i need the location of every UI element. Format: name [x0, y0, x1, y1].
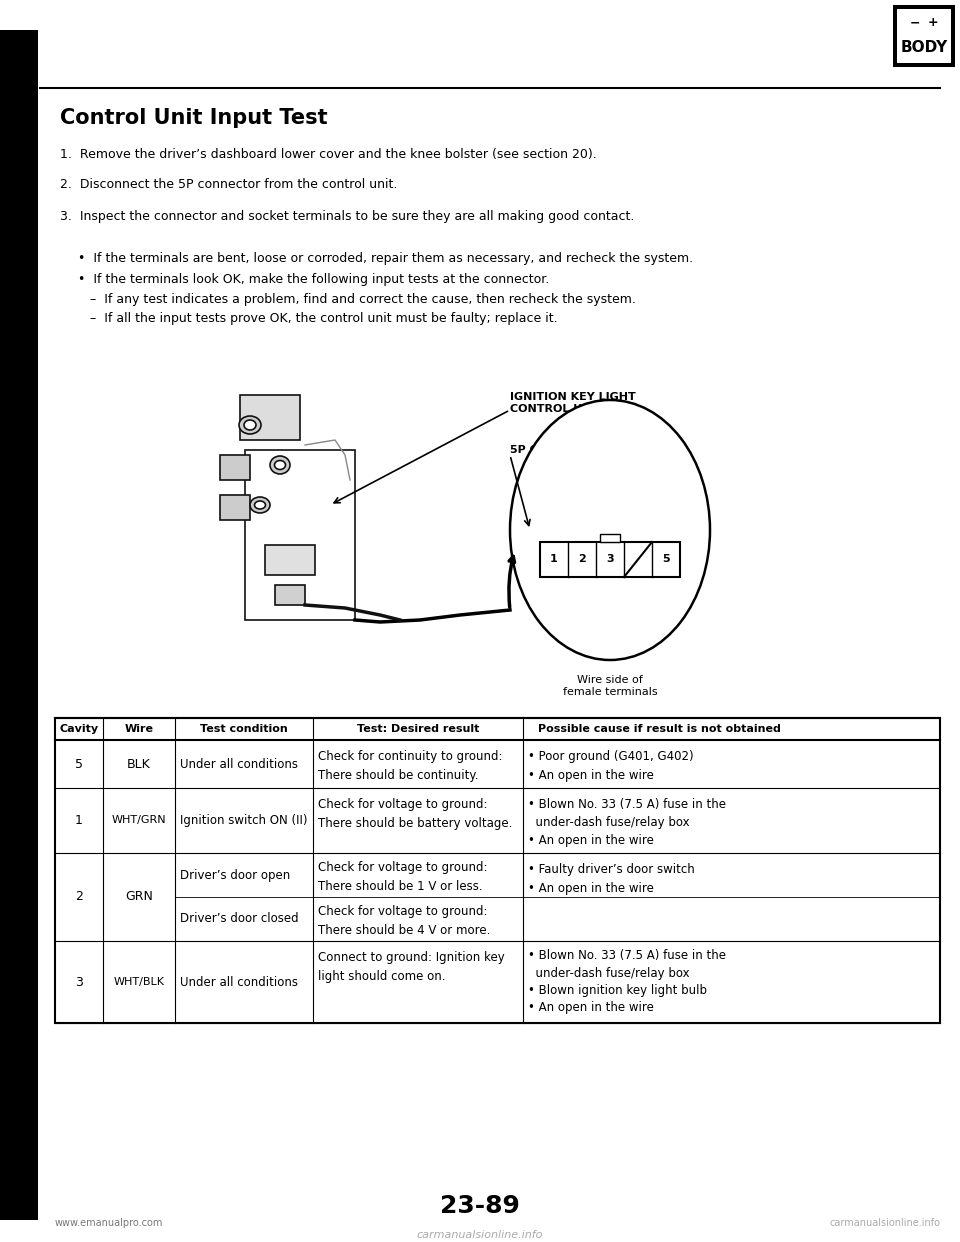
Text: Wire: Wire	[125, 724, 154, 734]
Text: 2.  Disconnect the 5P connector from the control unit.: 2. Disconnect the 5P connector from the …	[60, 178, 397, 191]
Ellipse shape	[275, 461, 285, 469]
Bar	[265, 545, 315, 575]
Ellipse shape	[250, 497, 270, 513]
Bar	[540, 542, 680, 578]
Text: carmanualsionline.info: carmanualsionline.info	[829, 1218, 940, 1228]
Text: −: −	[909, 16, 920, 30]
Text: WHT/GRN: WHT/GRN	[111, 816, 166, 826]
Bar	[55, 718, 940, 1023]
Bar	[245, 450, 355, 620]
Bar	[275, 585, 305, 605]
Text: –  If all the input tests prove OK, the control unit must be faulty; replace it.: – If all the input tests prove OK, the c…	[90, 312, 558, 325]
Text: Check for voltage to ground:
There should be 4 V or more.: Check for voltage to ground: There shoul…	[318, 905, 491, 936]
Text: Control Unit Input Test: Control Unit Input Test	[60, 108, 327, 128]
Text: 1: 1	[75, 814, 83, 827]
Text: 5: 5	[662, 554, 670, 565]
Text: Check for voltage to ground:
There should be battery voltage.: Check for voltage to ground: There shoul…	[318, 799, 513, 830]
Text: 3: 3	[75, 975, 83, 989]
Text: carmanualsionline.info: carmanualsionline.info	[417, 1230, 543, 1240]
Text: 1.  Remove the driver’s dashboard lower cover and the knee bolster (see section : 1. Remove the driver’s dashboard lower c…	[60, 148, 597, 161]
Text: Driver’s door open: Driver’s door open	[180, 868, 290, 882]
Text: 5P CONNECTOR: 5P CONNECTOR	[510, 445, 607, 455]
Text: •  If the terminals look OK, make the following input tests at the connector.: • If the terminals look OK, make the fol…	[78, 273, 549, 286]
Text: • Blown No. 33 (7.5 A) fuse in the
  under-dash fuse/relay box
• An open in the : • Blown No. 33 (7.5 A) fuse in the under…	[528, 799, 726, 847]
Text: • Poor ground (G401, G402)
• An open in the wire: • Poor ground (G401, G402) • An open in …	[528, 750, 694, 782]
Text: WHT/BLK: WHT/BLK	[113, 977, 164, 987]
Text: Cavity: Cavity	[60, 724, 99, 734]
Text: –  If any test indicates a problem, find and correct the cause, then recheck the: – If any test indicates a problem, find …	[90, 293, 636, 306]
Bar	[55, 740, 940, 787]
Bar	[240, 395, 300, 440]
Ellipse shape	[254, 501, 266, 509]
Text: GRN: GRN	[125, 891, 153, 903]
Ellipse shape	[244, 420, 256, 430]
Text: Wire side of
female terminals: Wire side of female terminals	[563, 674, 658, 697]
Text: 1: 1	[550, 554, 558, 565]
Text: Check for voltage to ground:
There should be 1 V or less.: Check for voltage to ground: There shoul…	[318, 861, 488, 893]
Bar	[220, 496, 250, 520]
Bar	[220, 455, 250, 479]
Text: BODY: BODY	[900, 40, 948, 55]
Bar	[893, 5, 955, 67]
Ellipse shape	[510, 400, 710, 660]
Text: 23-89: 23-89	[440, 1194, 520, 1218]
Text: Driver’s door closed: Driver’s door closed	[180, 913, 299, 925]
Text: 2: 2	[75, 891, 83, 903]
Text: 3: 3	[606, 554, 613, 565]
Ellipse shape	[239, 416, 261, 433]
Bar	[897, 9, 951, 63]
Text: • Blown No. 33 (7.5 A) fuse in the
  under-dash fuse/relay box
• Blown ignition : • Blown No. 33 (7.5 A) fuse in the under…	[528, 949, 726, 1015]
Text: Check for continuity to ground:
There should be continuity.: Check for continuity to ground: There sh…	[318, 750, 502, 782]
Text: BLK: BLK	[127, 758, 151, 770]
Text: Test condition: Test condition	[200, 724, 288, 734]
Bar	[600, 534, 620, 542]
Text: 2: 2	[578, 554, 586, 565]
Ellipse shape	[270, 456, 290, 474]
Text: 3.  Inspect the connector and socket terminals to be sure they are all making go: 3. Inspect the connector and socket term…	[60, 210, 635, 224]
Text: 5: 5	[75, 758, 83, 770]
Text: • Faulty driver’s door switch
• An open in the wire: • Faulty driver’s door switch • An open …	[528, 863, 695, 895]
Bar	[0, 30, 38, 1220]
Text: IGNITION KEY LIGHT
CONTROL UNIT: IGNITION KEY LIGHT CONTROL UNIT	[510, 392, 636, 414]
Text: +: +	[928, 16, 939, 30]
Text: Under all conditions: Under all conditions	[180, 758, 298, 770]
Text: Test: Desired result: Test: Desired result	[357, 724, 479, 734]
Text: Ignition switch ON (II): Ignition switch ON (II)	[180, 814, 307, 827]
Text: Connect to ground: Ignition key
light should come on.: Connect to ground: Ignition key light sh…	[318, 951, 505, 982]
Text: Under all conditions: Under all conditions	[180, 975, 298, 989]
Text: www.emanualpro.com: www.emanualpro.com	[55, 1218, 163, 1228]
Text: Possible cause if result is not obtained: Possible cause if result is not obtained	[538, 724, 780, 734]
Text: •  If the terminals are bent, loose or corroded, repair them as necessary, and r: • If the terminals are bent, loose or co…	[78, 252, 693, 265]
